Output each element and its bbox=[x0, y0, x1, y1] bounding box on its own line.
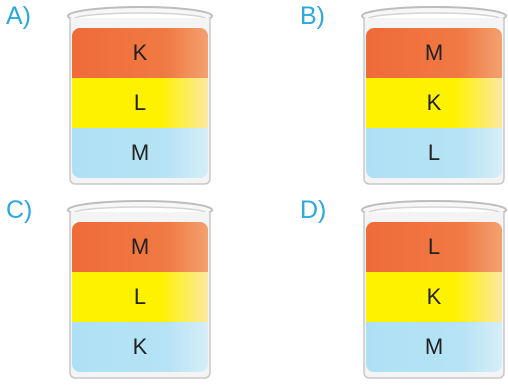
layer-middle: K bbox=[366, 272, 502, 322]
option-a[interactable]: A) K L M bbox=[6, 0, 260, 192]
layer-bottom: K bbox=[72, 322, 208, 372]
beaker: K L M bbox=[66, 2, 214, 186]
option-label: A) bbox=[6, 2, 31, 30]
option-label: C) bbox=[6, 196, 33, 224]
layer-top: M bbox=[72, 222, 208, 272]
layer-top: L bbox=[366, 222, 502, 272]
beaker: M K L bbox=[360, 2, 508, 186]
beaker: L K M bbox=[360, 196, 508, 380]
option-b[interactable]: B) M K L bbox=[300, 0, 508, 192]
layer-middle: L bbox=[72, 78, 208, 128]
option-d[interactable]: D) L K M bbox=[300, 194, 508, 386]
layer-middle: L bbox=[72, 272, 208, 322]
layer-top: K bbox=[72, 28, 208, 78]
layer-middle: K bbox=[366, 78, 502, 128]
option-label: B) bbox=[300, 2, 325, 30]
layer-bottom: M bbox=[366, 322, 502, 372]
layer-bottom: M bbox=[72, 128, 208, 178]
layer-bottom: L bbox=[366, 128, 502, 178]
layer-top: M bbox=[366, 28, 502, 78]
beaker: M L K bbox=[66, 196, 214, 380]
option-label: D) bbox=[300, 196, 327, 224]
option-c[interactable]: C) M L K bbox=[6, 194, 260, 386]
